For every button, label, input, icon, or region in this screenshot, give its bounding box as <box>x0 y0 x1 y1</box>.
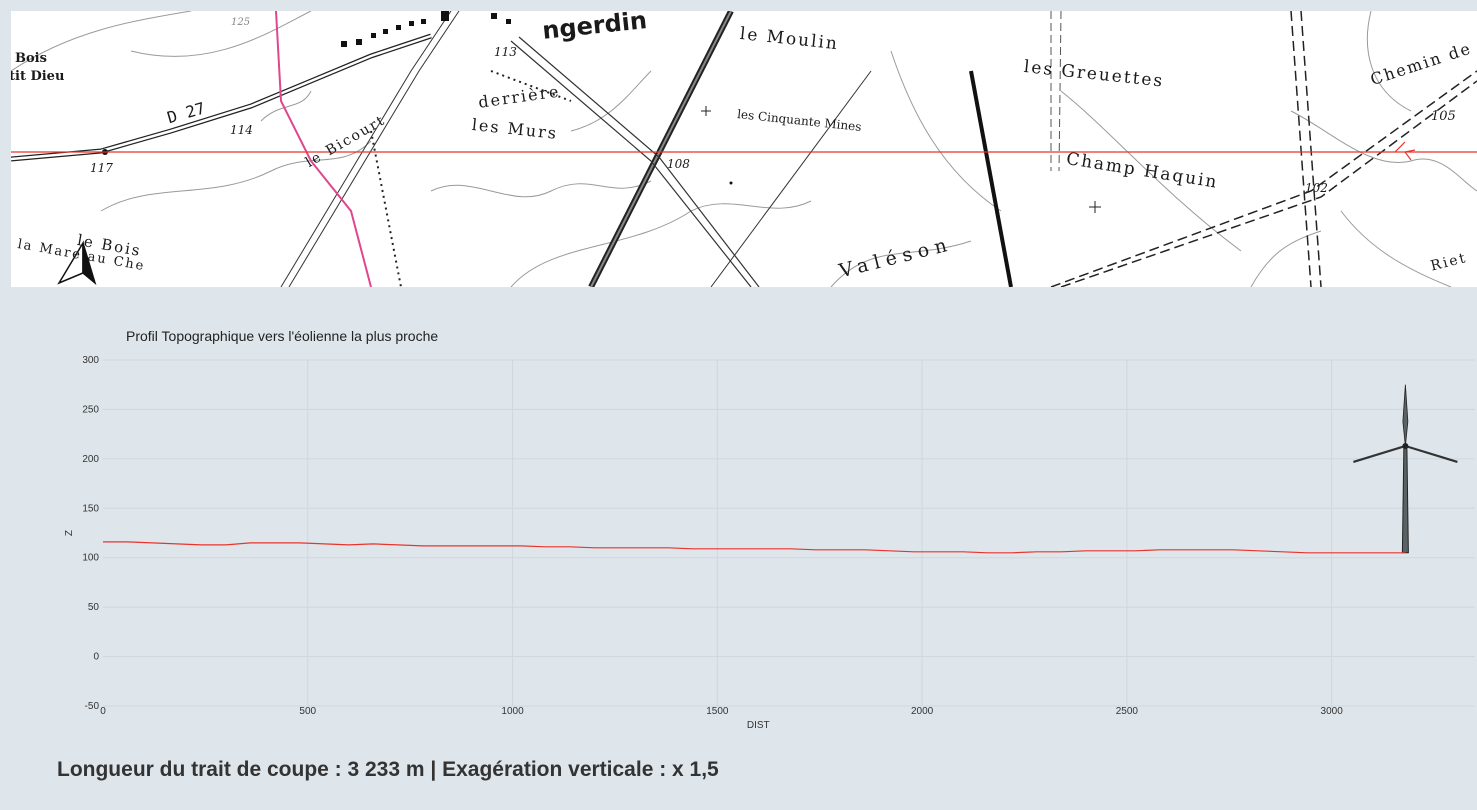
map-elev-117: 117 <box>90 161 113 175</box>
contour-line <box>830 240 972 287</box>
x-axis-label: DIST <box>747 720 770 731</box>
road-d27 <box>11 33 432 162</box>
y-axis-label: Z <box>64 530 75 536</box>
chart-grid <box>103 359 1475 707</box>
turbine-marker <box>1394 141 1416 161</box>
x-tick-label: 2000 <box>911 706 934 717</box>
y-tick-label: 0 <box>93 652 99 663</box>
x-tick-label: 2500 <box>1116 706 1139 717</box>
map-elev-114: 114 <box>230 123 253 137</box>
x-tick-label: 3000 <box>1321 706 1344 717</box>
contour-line <box>260 90 312 122</box>
contour-line <box>510 200 812 287</box>
x-tick-label: 1500 <box>706 706 729 717</box>
contour-line <box>430 180 652 198</box>
contour-line <box>11 11 192 72</box>
profile-series-line <box>103 541 1406 554</box>
y-tick-label: -50 <box>85 701 100 712</box>
contour-line <box>1290 110 1477 192</box>
chart-ticks: 0 500 1000 1500 2000 2500 3000-500501001502002… <box>82 355 1343 717</box>
y-tick-label: 250 <box>82 404 99 415</box>
contour-line <box>1060 90 1242 252</box>
turbine-mast <box>1401 445 1409 554</box>
wind-turbine <box>1353 384 1458 554</box>
contour-line <box>890 50 1002 212</box>
topographic-map[interactable]: le Moulin les Greuettes Chemin de derriè… <box>11 11 1477 287</box>
section-caption: Longueur du trait de coupe : 3 233 m | E… <box>57 758 719 781</box>
contour-line <box>1250 230 1322 287</box>
map-elev-108: 108 <box>667 157 690 171</box>
map-drawing <box>11 11 1477 287</box>
turbine-hub <box>1402 443 1409 450</box>
turbine-blade <box>1405 444 1458 463</box>
profile-chart[interactable]: 0 500 1000 1500 2000 2500 3000-500501001502002… <box>0 288 1477 748</box>
map-elev-105: 105 <box>1431 109 1456 124</box>
contour-line <box>1340 210 1452 287</box>
contour-line <box>570 70 652 132</box>
map-elev-125: 125 <box>231 17 251 28</box>
chart-title: Profil Topographique vers l'éolienne la … <box>126 328 439 344</box>
contour-line <box>1366 11 1412 112</box>
x-tick-label: 500 <box>299 706 316 717</box>
y-tick-label: 100 <box>82 553 99 564</box>
turbine-blade <box>1402 384 1409 447</box>
map-elev-113: 113 <box>494 45 517 59</box>
map-elev-102: 102 <box>1305 181 1328 195</box>
x-tick-label: 1000 <box>501 706 524 717</box>
commune-boundary <box>275 11 372 287</box>
contour-line <box>130 11 312 57</box>
y-tick-label: 300 <box>82 355 99 366</box>
map-label-bois: Bois <box>15 51 47 66</box>
y-tick-label: 150 <box>82 503 99 514</box>
y-tick-label: 50 <box>88 602 100 613</box>
north-arrow-right <box>82 242 97 286</box>
contour-line <box>100 140 372 212</box>
map-label-tit-dieu: tit Dieu <box>11 69 65 84</box>
turbine-blade <box>1353 444 1406 463</box>
x-tick-label: 0 <box>100 706 106 717</box>
power-line <box>969 70 1013 287</box>
y-tick-label: 200 <box>82 454 99 465</box>
